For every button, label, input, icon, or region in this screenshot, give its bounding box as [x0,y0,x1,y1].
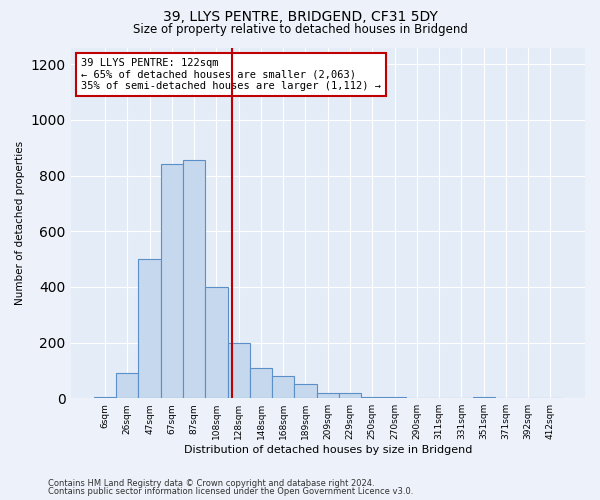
Bar [205,287,227,398]
X-axis label: Distribution of detached houses by size in Bridgend: Distribution of detached houses by size … [184,445,472,455]
Text: Size of property relative to detached houses in Bridgend: Size of property relative to detached ho… [133,22,467,36]
Text: Contains public sector information licensed under the Open Government Licence v3: Contains public sector information licen… [48,488,413,496]
Bar [361,397,383,398]
Bar [183,160,205,398]
Bar [272,376,295,398]
Text: 39, LLYS PENTRE, BRIDGEND, CF31 5DY: 39, LLYS PENTRE, BRIDGEND, CF31 5DY [163,10,437,24]
Bar [339,392,361,398]
Bar [317,392,339,398]
Bar [161,164,183,398]
Bar [473,397,495,398]
Bar [383,397,406,398]
Bar [94,397,116,398]
Bar [295,384,317,398]
Y-axis label: Number of detached properties: Number of detached properties [15,141,25,305]
Bar [116,373,139,398]
Bar [227,342,250,398]
Text: 39 LLYS PENTRE: 122sqm
← 65% of detached houses are smaller (2,063)
35% of semi-: 39 LLYS PENTRE: 122sqm ← 65% of detached… [81,58,381,91]
Bar [139,259,161,398]
Bar [250,368,272,398]
Text: Contains HM Land Registry data © Crown copyright and database right 2024.: Contains HM Land Registry data © Crown c… [48,478,374,488]
